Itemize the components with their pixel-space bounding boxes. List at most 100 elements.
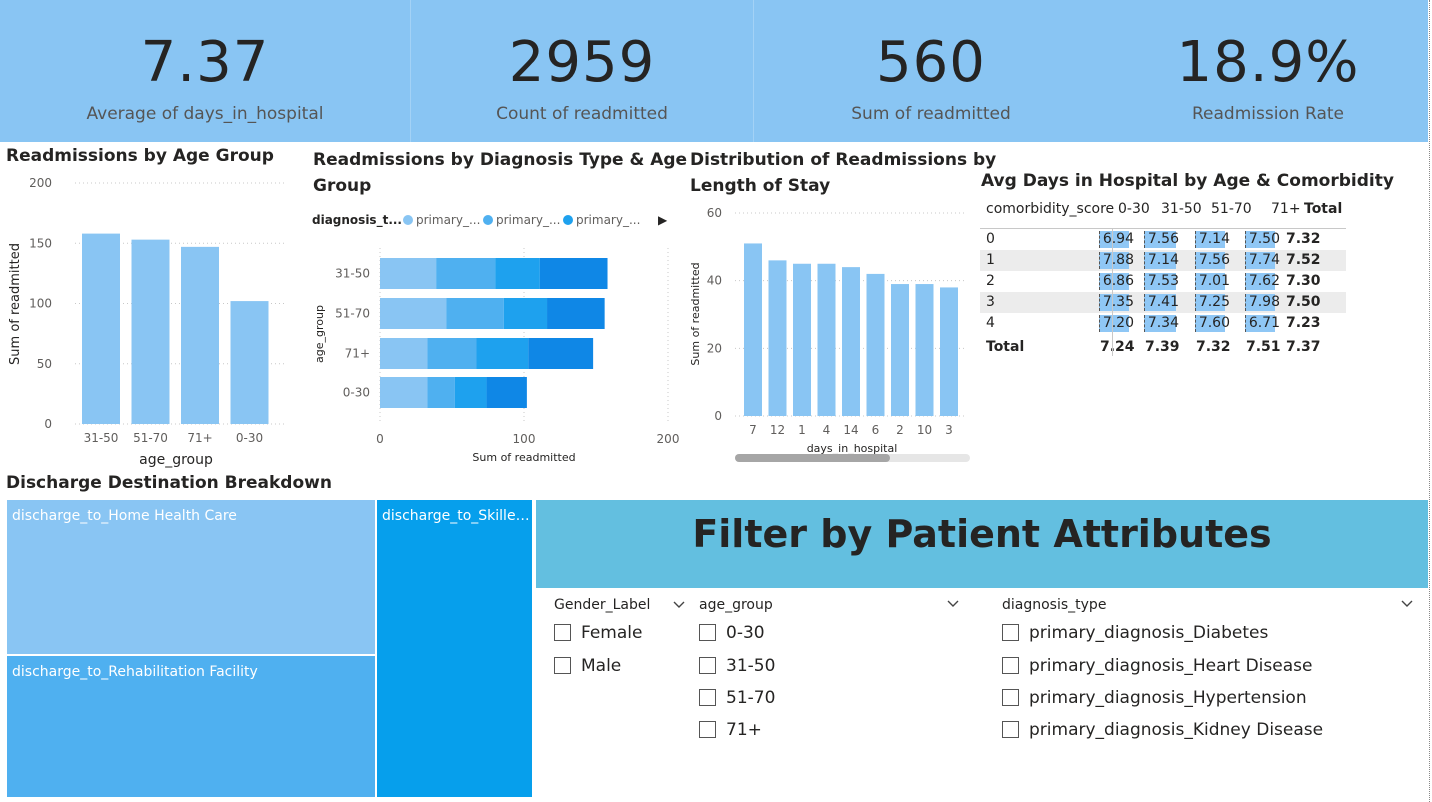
bar[interactable] [940,287,958,416]
matrix-row[interactable]: 0 6.94 7.56 7.14 7.50 7.32 [980,229,1346,250]
matrix-row[interactable]: 1 7.88 7.14 7.56 7.74 7.52 [980,250,1346,271]
bar-segment[interactable] [476,338,529,369]
matrix-header[interactable]: comorbidity_score [986,201,1115,217]
bar-segment[interactable] [380,338,428,369]
y-tick-label: 51-70 [335,307,370,321]
kpi-card-avg-days[interactable]: 7.37 Average of days_in_hospital [0,0,410,142]
matrix-cell[interactable]: 7.56 [1147,231,1179,247]
matrix-cell[interactable]: 7.41 [1147,294,1179,310]
matrix-cell[interactable]: 6.86 [1102,273,1134,289]
matrix-row-total[interactable]: 7.32 [1286,231,1321,247]
chevron-down-icon[interactable] [672,598,686,612]
checkbox[interactable] [699,624,716,641]
bar-segment[interactable] [454,377,487,408]
matrix-cell[interactable]: 6.71 [1248,315,1280,331]
age-group-bar-chart[interactable]: 0 50 100 150 200 31-50 51-70 71+ 0-30 age_group Su… [0,168,300,470]
matrix-header[interactable]: 51-70 [1211,201,1252,217]
matrix-cell[interactable]: 7.01 [1198,273,1230,289]
checkbox[interactable] [699,657,716,674]
matrix-cell[interactable]: 7.20 [1102,315,1134,331]
y-tick-label: 31-50 [335,267,370,281]
bar[interactable] [817,263,836,416]
checkbox[interactable] [1002,721,1019,738]
treemap-tile-rehabilitation[interactable]: discharge_to_Rehabilitation Facility [6,655,376,798]
checkbox[interactable] [554,657,571,674]
bar[interactable] [230,301,269,424]
matrix-total-cell[interactable]: 7.51 [1246,339,1281,355]
matrix-cell[interactable]: 7.25 [1198,294,1230,310]
bar-segment[interactable] [380,377,428,408]
bar[interactable] [866,273,885,416]
matrix-cell[interactable]: 7.34 [1147,315,1179,331]
matrix-row[interactable]: 3 7.35 7.41 7.25 7.98 7.50 [980,292,1346,313]
matrix-cell[interactable]: 7.74 [1248,252,1280,268]
bar[interactable] [82,233,120,424]
matrix-cell[interactable]: 7.50 [1248,231,1280,247]
matrix-cell[interactable]: 6.94 [1102,231,1134,247]
matrix-total-row[interactable]: Total 7.24 7.39 7.32 7.51 7.37 [980,337,1346,358]
checkbox[interactable] [554,624,571,641]
checkbox[interactable] [1002,624,1019,641]
matrix-total-cell[interactable]: 7.32 [1196,339,1231,355]
matrix-row[interactable]: 4 7.20 7.34 7.60 6.71 7.23 [980,313,1346,334]
checkbox[interactable] [1002,689,1019,706]
bar-segment[interactable] [539,258,608,289]
matrix-data-bar [1144,252,1176,269]
matrix-header[interactable]: 71+ [1271,201,1301,217]
matrix-cell[interactable]: 7.14 [1198,231,1230,247]
matrix-cell[interactable]: 7.53 [1147,273,1179,289]
treemap-tile-skilled-nursing[interactable]: discharge_to_Skilled... [376,499,533,798]
kpi-card-count-readmitted[interactable]: 2959 Count of readmitted [411,0,753,142]
chevron-down-icon[interactable] [1400,597,1414,611]
kpi-card-sum-readmitted[interactable]: 560 Sum of readmitted [754,0,1108,142]
checkbox[interactable] [699,721,716,738]
matrix-row-total[interactable]: 7.30 [1286,273,1321,289]
bar-segment[interactable] [495,258,540,289]
bar-segment[interactable] [528,338,594,369]
matrix-row-total[interactable]: 7.52 [1286,252,1321,268]
bar[interactable] [768,260,787,416]
matrix-header[interactable]: 31-50 [1161,201,1202,217]
y-axis-title: age_group [313,305,326,363]
matrix-cell[interactable]: 7.98 [1248,294,1280,310]
matrix-total-cell[interactable]: 7.24 [1100,339,1135,355]
bar-segment[interactable] [380,298,447,329]
bar[interactable] [744,243,762,416]
matrix-row[interactable]: 2 6.86 7.53 7.01 7.62 7.30 [980,271,1346,292]
bar-segment[interactable] [380,258,437,289]
bar-segment[interactable] [503,298,548,329]
matrix-cell[interactable]: 7.14 [1147,252,1179,268]
matrix-row-total[interactable]: 7.23 [1286,315,1321,331]
kpi-value: 18.9% [1176,30,1360,95]
bar[interactable] [915,284,934,416]
chevron-down-icon[interactable] [946,597,960,611]
bar-segment[interactable] [486,377,527,408]
checkbox[interactable] [699,689,716,706]
bar-segment[interactable] [547,298,605,329]
treemap-tile-home-health[interactable]: discharge_to_Home Health Care [6,499,376,655]
matrix-total-cell[interactable]: 7.39 [1145,339,1180,355]
bar[interactable] [891,284,909,416]
bar[interactable] [131,239,170,424]
bar-segment[interactable] [436,258,496,289]
bar-segment[interactable] [427,377,455,408]
matrix-cell[interactable]: 7.35 [1102,294,1134,310]
diagnosis-age-stacked-bar-chart[interactable]: diagnosis_t... primary_... primary_... prim… [300,200,685,470]
matrix-cell[interactable]: 7.60 [1198,315,1230,331]
matrix-cell[interactable]: 7.62 [1248,273,1280,289]
matrix-cell[interactable]: 7.88 [1102,252,1134,268]
matrix-header[interactable]: Total [1304,201,1343,217]
bar-segment[interactable] [427,338,477,369]
matrix-cell[interactable]: 7.56 [1198,252,1230,268]
matrix-row-total[interactable]: 7.50 [1286,294,1321,310]
bar[interactable] [793,263,811,416]
checkbox[interactable] [1002,657,1019,674]
horizontal-scrollbar-thumb[interactable] [735,454,890,462]
bar-segment[interactable] [446,298,504,329]
matrix-grand-total[interactable]: 7.37 [1286,339,1321,355]
matrix-header[interactable]: 0-30 [1118,201,1150,217]
bar[interactable] [181,246,219,424]
bar[interactable] [842,267,860,416]
kpi-card-readmission-rate[interactable]: 18.9% Readmission Rate [1108,0,1428,142]
